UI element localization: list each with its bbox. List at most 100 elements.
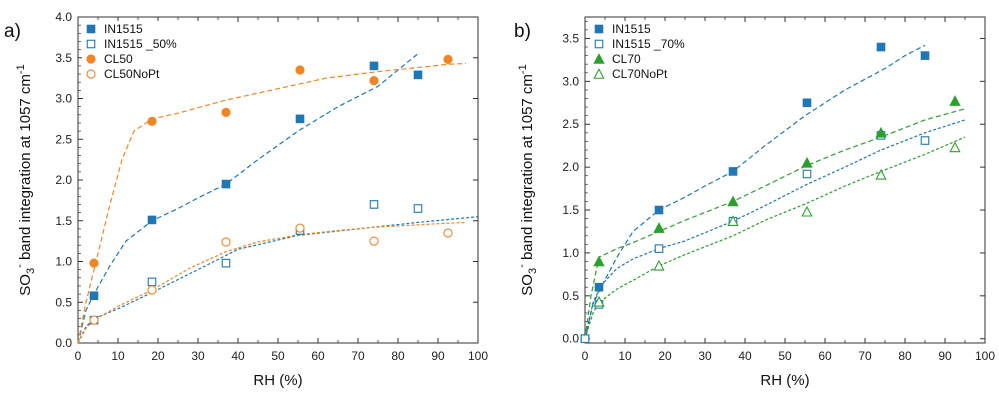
x-tick-label: 10 xyxy=(111,349,125,363)
legend-marker-2 xyxy=(594,39,604,49)
legend-label-1: IN1515 xyxy=(612,22,651,36)
y-axis-title-rest: band integration at 1057 cm xyxy=(17,74,34,264)
legend-marker-1 xyxy=(594,24,604,34)
x-tick-label: 50 xyxy=(271,349,285,363)
y-axis-title-rest: band integration at 1057 cm xyxy=(519,74,536,264)
data-point-2 xyxy=(221,258,231,268)
legend-label-2: IN1515 _50% xyxy=(104,37,177,51)
data-point-4 xyxy=(875,168,887,180)
y-tick-label: 3.5 xyxy=(562,31,579,45)
data-point-3 xyxy=(949,95,961,106)
x-tick-label: 20 xyxy=(658,349,672,363)
data-point-2 xyxy=(580,334,590,344)
y-axis-title-exp: -1 xyxy=(517,64,529,74)
data-point-3 xyxy=(443,54,453,64)
data-point-3 xyxy=(653,222,665,233)
x-tick-label: 70 xyxy=(858,349,872,363)
legend-label-3: CL70 xyxy=(612,52,641,66)
y-tick-label: 3.5 xyxy=(55,51,72,65)
y-tick-label: 1.0 xyxy=(55,255,72,269)
fit-line-2 xyxy=(584,119,966,339)
legend-marker-4 xyxy=(86,69,96,79)
data-point-1 xyxy=(876,42,886,52)
y-axis-title-main: SO xyxy=(519,274,536,296)
data-point-2 xyxy=(369,200,379,209)
data-point-1 xyxy=(594,282,604,292)
y-axis-title: SO3- band integration at 1057 cm-1 xyxy=(14,64,37,295)
data-point-4 xyxy=(593,295,605,307)
y-tick-label: 3.0 xyxy=(562,74,579,88)
y-tick-label: 0.0 xyxy=(562,332,579,346)
data-point-3 xyxy=(221,107,231,117)
x-tick-label: 0 xyxy=(75,349,82,363)
fit-line-3 xyxy=(584,108,966,339)
legend-marker-3 xyxy=(86,54,96,64)
data-point-1 xyxy=(89,291,99,301)
x-tick-label: 60 xyxy=(311,349,325,363)
data-point-3 xyxy=(875,126,887,138)
legend-box xyxy=(82,21,200,83)
data-point-2 xyxy=(920,136,930,145)
data-point-3 xyxy=(727,195,739,207)
data-point-1 xyxy=(728,167,738,176)
data-point-4 xyxy=(443,228,453,238)
data-point-1 xyxy=(147,215,157,225)
chart-panel-2: 0 10 20 30 40 50 60 70 80 90 100 0.0 0.5 1.0 1.5 2.0 2.5… xyxy=(514,16,995,389)
y-axis-title-sub: 3 xyxy=(527,268,539,274)
y-tick-label: 0.5 xyxy=(55,295,72,309)
y-axis-title-main: SO xyxy=(17,274,34,296)
data-point-3 xyxy=(295,65,305,75)
y-tick-label: 3.0 xyxy=(55,92,72,106)
y-tick-label: 1.0 xyxy=(562,246,579,260)
legend-marker-4 xyxy=(593,68,605,79)
legend-label-4: CL70NoPt xyxy=(612,67,668,81)
data-point-4 xyxy=(147,285,157,295)
legend-box xyxy=(590,21,720,83)
y-tick-label: 1.5 xyxy=(55,214,72,228)
fit-line-3 xyxy=(77,62,467,344)
data-point-1 xyxy=(369,61,379,71)
fit-line-4 xyxy=(584,136,966,339)
x-tick-label: 80 xyxy=(898,349,912,363)
y-axis-title-sub: 3 xyxy=(25,268,37,274)
data-point-3 xyxy=(593,255,605,267)
panel-label: a) xyxy=(4,21,21,42)
legend-marker-2 xyxy=(86,39,96,49)
x-tick-label: 90 xyxy=(938,349,952,363)
x-tick-label: 100 xyxy=(975,349,995,363)
data-point-4 xyxy=(89,315,99,325)
data-point-1 xyxy=(920,51,930,60)
x-tick-label: 70 xyxy=(351,349,365,363)
fit-line-4 xyxy=(77,221,467,344)
data-point-2 xyxy=(413,204,423,213)
y-tick-label: 0.0 xyxy=(55,336,72,350)
x-tick-label: 40 xyxy=(738,349,752,363)
x-tick-label: 20 xyxy=(151,349,165,363)
x-tick-label: 10 xyxy=(618,349,632,363)
data-point-1 xyxy=(654,205,664,215)
data-point-3 xyxy=(89,258,99,268)
legend-label-3: CL50 xyxy=(104,52,133,66)
x-tick-label: 30 xyxy=(698,349,712,363)
fit-line-1 xyxy=(584,44,926,339)
panel-label: b) xyxy=(514,21,531,42)
data-point-2 xyxy=(147,277,157,287)
legend-label-2: IN1515 _70% xyxy=(612,37,685,51)
y-tick-label: 2.5 xyxy=(562,117,579,131)
data-point-3 xyxy=(801,156,813,168)
data-point-4 xyxy=(653,259,665,271)
y-axis-title-sup: - xyxy=(516,264,528,268)
data-point-1 xyxy=(221,179,231,189)
data-point-4 xyxy=(801,205,813,217)
data-point-4 xyxy=(369,236,379,246)
x-tick-label: 90 xyxy=(431,349,445,363)
x-tick-label: 30 xyxy=(191,349,205,363)
x-axis-title: RH (%) xyxy=(253,372,302,389)
legend-label-1: IN1515 xyxy=(104,22,143,36)
y-tick-label: 2.0 xyxy=(562,160,579,174)
chart-panel-1: 0 10 20 30 40 50 60 70 80 90 100 0.0 0.5 1.0 1.5 2.0 2.5… xyxy=(4,10,488,389)
fit-line-1 xyxy=(77,53,419,344)
data-point-3 xyxy=(369,75,379,86)
x-tick-label: 0 xyxy=(582,349,589,363)
